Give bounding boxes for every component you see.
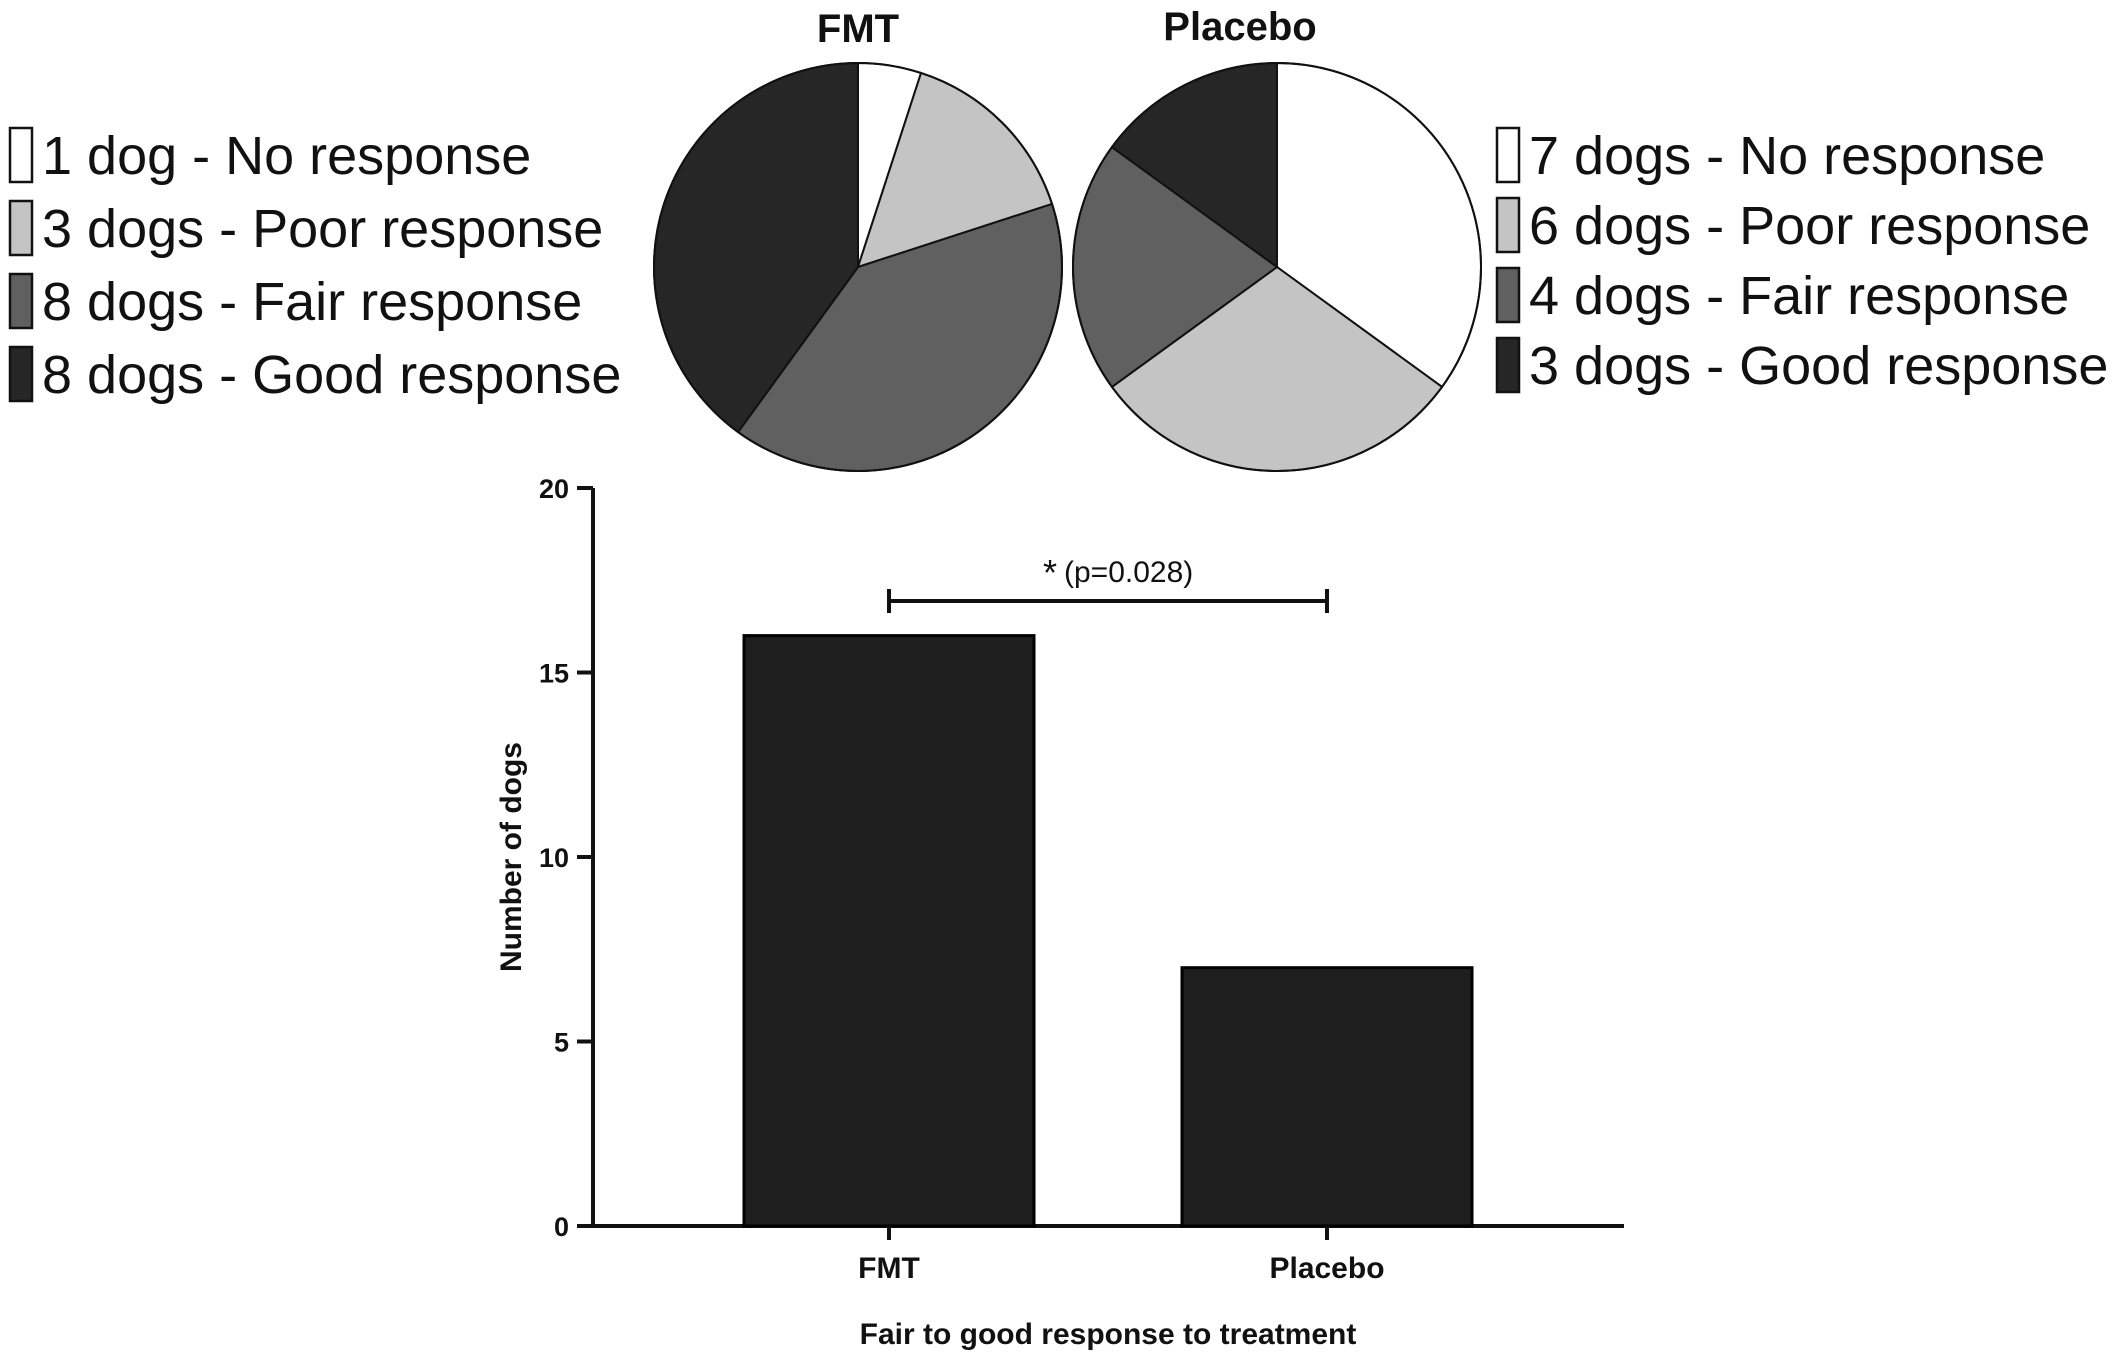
fmt-legend-label: 1 dog - No response <box>42 126 531 186</box>
placebo-legend-swatch <box>1495 336 1521 394</box>
x-category-label-placebo: Placebo <box>1269 1252 1384 1285</box>
fmt-legend-swatch <box>8 199 34 257</box>
x-category-label-fmt: FMT <box>858 1252 920 1285</box>
y-tick-label: 20 <box>539 474 569 504</box>
fmt-legend-label: 8 dogs - Fair response <box>42 272 582 332</box>
y-axis-ticks: 0 5 10 15 20 <box>539 474 593 1242</box>
y-tick-label: 15 <box>539 659 569 689</box>
fmt-legend-swatch <box>8 345 34 403</box>
placebo-legend-label: 6 dogs - Poor response <box>1529 196 2090 256</box>
fmt-pie-title: FMT <box>817 7 899 51</box>
placebo-legend-label: 4 dogs - Fair response <box>1529 266 2069 326</box>
fmt-pie-slices <box>653 61 1063 473</box>
placebo-legend-swatch <box>1495 266 1521 324</box>
y-tick-label: 5 <box>554 1028 569 1058</box>
significance-bracket: * (p=0.028) <box>887 552 1329 613</box>
placebo-pie-title: Placebo <box>1163 5 1316 49</box>
fmt-legend-label: 3 dogs - Poor response <box>42 199 603 259</box>
y-tick-label: 10 <box>539 843 569 873</box>
bar-fmt <box>742 634 1036 1228</box>
placebo-legend-label: 3 dogs - Good response <box>1529 336 2108 396</box>
placebo-legend: 7 dogs - No response 6 dogs - Poor respon… <box>1495 126 2108 396</box>
significance-p-value: (p=0.028) <box>1064 556 1193 589</box>
placebo-legend-swatch <box>1495 126 1521 184</box>
x-axis-categories: FMT Placebo <box>858 1226 1385 1285</box>
fmt-legend-swatch <box>8 126 34 184</box>
bar-placebo <box>1180 966 1474 1228</box>
fmt-pie-chart: FMT 1 dog - No response 3 dogs - Poor res… <box>8 7 1063 473</box>
fmt-legend-swatch <box>8 272 34 330</box>
fmt-legend-label: 8 dogs - Good response <box>42 345 621 405</box>
placebo-legend-swatch <box>1495 196 1521 254</box>
x-axis-title: Fair to good response to treatment <box>860 1318 1357 1351</box>
bars <box>742 634 1474 1228</box>
fmt-pie-outline <box>653 62 1063 472</box>
placebo-legend-label: 7 dogs - No response <box>1529 126 2045 186</box>
y-axis-title: Number of dogs <box>495 742 528 972</box>
placebo-pie-slices <box>1072 61 1482 472</box>
significance-asterisk: * <box>1043 552 1057 593</box>
y-tick-label: 0 <box>554 1212 569 1242</box>
fmt-legend: 1 dog - No response 3 dogs - Poor respons… <box>8 126 621 405</box>
bar-chart: 0 5 10 15 20 FMT Placebo * (p=0.028) Number o… <box>495 474 1624 1351</box>
placebo-pie-chart: Placebo 7 dogs - No response 6 dogs - Poo… <box>1072 5 2108 472</box>
placebo-pie-outline <box>1072 62 1482 472</box>
